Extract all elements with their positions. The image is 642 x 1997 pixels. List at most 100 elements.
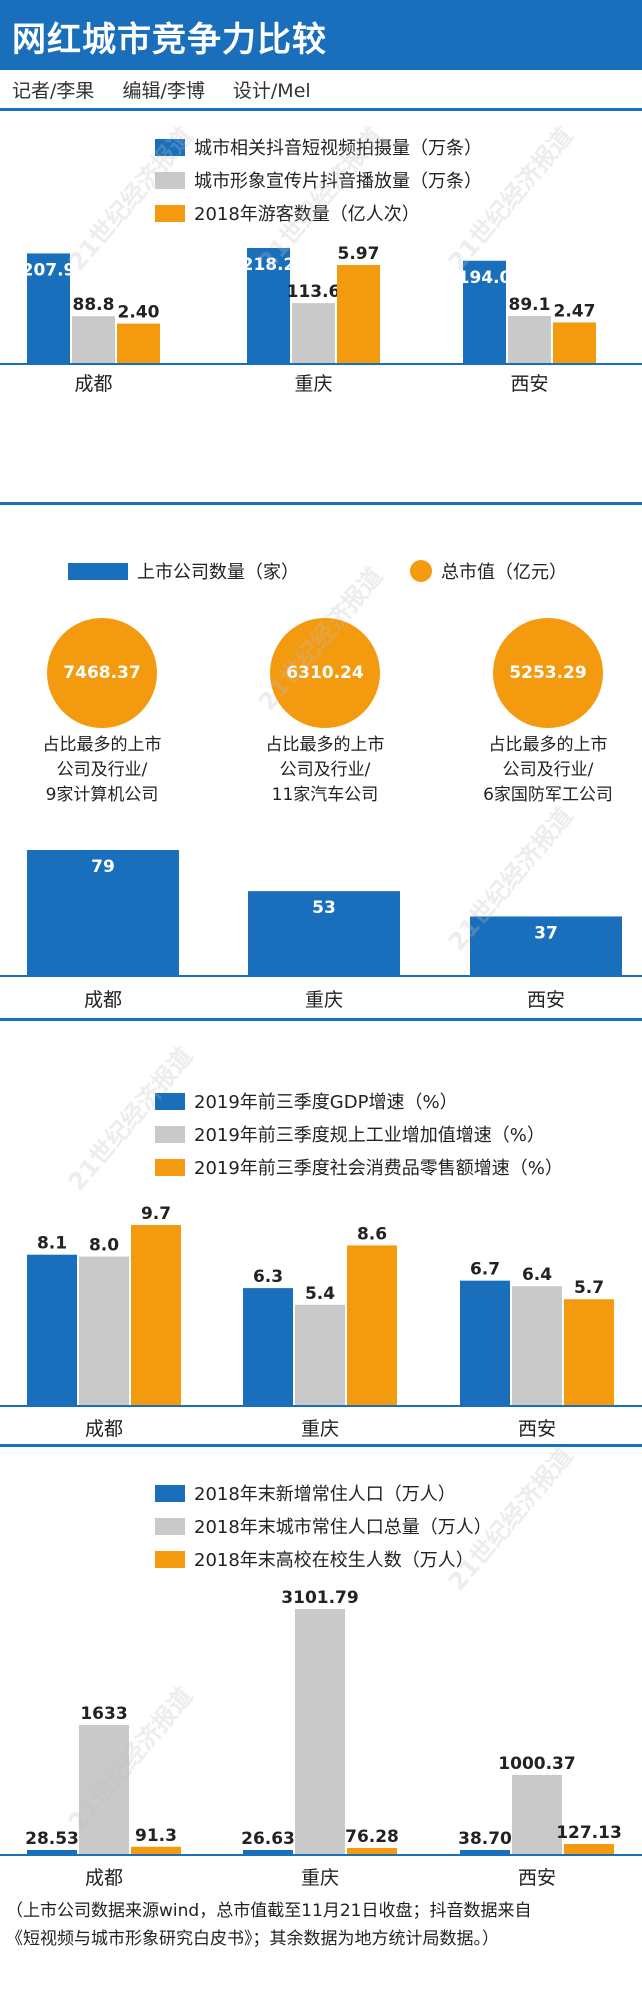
bar [460,1850,510,1854]
data-label: 8.6 [357,1224,387,1244]
legend-item: 2018年末新增常住人口（万人） [155,1480,456,1506]
data-label: 76.28 [345,1827,399,1847]
bar [470,916,622,975]
legend-swatch [155,1126,185,1143]
market-cap-value: 7468.37 [63,663,141,683]
data-label: 5.4 [305,1284,335,1304]
market-cap-value: 5253.29 [509,663,587,683]
data-label: 5.97 [338,244,380,264]
legend-label: 上市公司数量（家） [137,562,299,583]
bar [295,1304,345,1405]
legend-label: 2018年末城市常住人口总量（万人） [194,1517,492,1538]
data-label: 28.53 [25,1829,79,1849]
data-label: 38.70 [458,1829,512,1849]
bar [248,891,400,975]
data-label: 113.6 [287,282,341,302]
bar [243,1288,293,1405]
note-line: 9家计算机公司 [45,785,159,805]
data-label: 26.63 [241,1829,295,1849]
data-label: 1000.37 [498,1754,575,1774]
legend-swatch [155,1518,185,1535]
legend-swatch [410,560,432,582]
legend-label: 城市相关抖音短视频拍摄量（万条） [194,138,482,159]
note-line: 占比最多的上市 [265,735,385,755]
market-cap-value: 6310.24 [286,663,364,683]
page-title: 网红城市竞争力比较 [12,20,327,60]
reporter-credit: 记者/李果 [12,80,95,102]
data-label: 37 [534,923,558,943]
legend-item: 总市值（亿元） [410,558,567,584]
bar [564,1299,614,1405]
bar [131,1225,181,1405]
category-label: 重庆 [301,1867,339,1889]
industry-note: 占比最多的上市 公司及行业/ 6家国防军工公司 [448,733,642,808]
bar [72,316,115,363]
legend-item: 城市形象宣传片抖音播放量（万条） [155,167,482,193]
bar [27,253,70,363]
divider [0,108,642,111]
editor-credit: 编辑/李博 [122,80,205,102]
bar [27,1254,77,1405]
market-cap-bubble: 5253.29 [493,618,603,728]
legend-swatch [155,139,185,156]
note-line: 公司及行业/ [56,760,148,780]
data-label: 89.1 [509,295,551,315]
bar [337,265,380,363]
data-label: 88.8 [73,295,115,315]
legend-swatch [155,1093,185,1110]
divider [0,502,642,505]
legend-swatch [155,205,185,222]
category-label: 成都 [85,1867,123,1889]
bar [117,323,160,363]
legend-swatch [68,563,128,580]
data-label: 3101.79 [281,1588,358,1608]
bar [512,1286,562,1405]
data-label: 6.7 [470,1260,500,1280]
note-line: 占比最多的上市 [488,735,608,755]
legend-label: 2018年游客数量（亿人次） [194,204,420,225]
bar [512,1774,562,1854]
legend-item: 2018年末城市常住人口总量（万人） [155,1513,492,1539]
legend-item: 2018年末高校在校生人数（万人） [155,1546,474,1572]
category-label: 西安 [518,1418,556,1440]
data-label: 2.47 [554,301,596,321]
legend-label: 总市值（亿元） [441,562,567,583]
divider [0,1018,642,1021]
legend-item: 2019年前三季度社会消费品零售额增速（%） [155,1154,563,1180]
bar [27,850,179,975]
category-label: 重庆 [305,989,343,1011]
footnote-line: （上市公司数据来源wind，总市值截至11月21日收盘；抖音数据来自 [6,1901,532,1921]
data-label: 6.3 [253,1267,283,1287]
data-label: 194.0 [458,268,512,288]
legend-label: 2019年前三季度社会消费品零售额增速（%） [194,1158,563,1179]
bar [292,303,335,363]
bar [295,1609,345,1854]
industry-note: 占比最多的上市 公司及行业/ 11家汽车公司 [225,733,425,808]
bar [27,1850,77,1854]
data-label: 207.9 [22,260,76,280]
category-label: 西安 [527,989,565,1011]
credits: 记者/李果 编辑/李博 设计/Mel [12,76,333,103]
legend-label: 2018年末新增常住人口（万人） [194,1484,456,1505]
category-label: 西安 [510,373,548,395]
bar [79,1725,129,1854]
bar [79,1256,129,1405]
data-label: 8.1 [37,1234,67,1254]
data-label: 91.3 [135,1826,177,1846]
data-label: 218.2 [242,255,296,275]
divider [0,1444,642,1447]
legend-label: 2018年末高校在校生人数（万人） [194,1550,474,1571]
note-line: 占比最多的上市 [42,735,162,755]
market-cap-bubble: 7468.37 [47,618,157,728]
legend-swatch [155,172,185,189]
data-label: 1633 [80,1704,127,1724]
legend-swatch [155,1485,185,1502]
legend-label: 2019年前三季度GDP增速（%） [194,1092,458,1113]
legend-swatch [155,1551,185,1568]
note-line: 11家汽车公司 [271,785,379,805]
chart-video-tourism: 207.9 88.8 2.40 成都 218.2 113.6 5.97 重庆 194.0 89.1… [0,244,642,395]
bar [131,1846,181,1854]
category-label: 成都 [84,989,122,1011]
data-label: 2.40 [118,303,160,323]
bar [347,1245,397,1405]
